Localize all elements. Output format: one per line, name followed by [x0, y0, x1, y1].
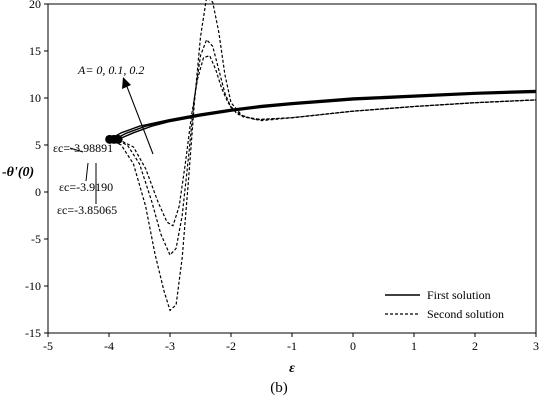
x-tick-label: -2: [226, 339, 236, 353]
critical-pointer-1: [69, 147, 84, 153]
x-tick-label: -5: [43, 339, 53, 353]
x-tick-label: -3: [165, 339, 175, 353]
y-axis-title: -θ'(0): [2, 165, 34, 180]
plot-frame: [47, 3, 537, 334]
second-solution-line-3: [109, 0, 537, 311]
critical-point-3: [113, 134, 123, 144]
y-tick-label: 0: [35, 185, 41, 199]
series-layer: [109, 0, 537, 311]
y-tick-label: -10: [25, 279, 41, 293]
x-tick-label: -4: [104, 339, 114, 353]
annotations: A= 0, 0.1, 0.2 εc=-3.98891 εc=-3.9190 εc…: [53, 63, 154, 217]
x-tick-label: 3: [533, 339, 539, 353]
annotation-a-arrow: [125, 83, 154, 155]
critical-label-2: εc=-3.9190: [59, 180, 113, 194]
y-tick-label: -15: [25, 326, 41, 340]
legend-label-second: Second solution: [427, 307, 504, 321]
x-tick-label: 1: [411, 339, 417, 353]
first-solution-line-1: [113, 90, 537, 141]
x-tick-label: 2: [472, 339, 478, 353]
y-tick-label: -5: [31, 232, 41, 246]
x-axis-title: ε: [289, 361, 295, 376]
annotation-a-values: A= 0, 0.1, 0.2: [77, 63, 144, 77]
figure-caption: (b): [270, 380, 288, 396]
critical-label-3: εc=-3.85065: [57, 203, 117, 217]
legend: First solution Second solution: [385, 288, 504, 321]
x-tick-label: -1: [287, 339, 297, 353]
y-tick-label: 15: [29, 44, 41, 58]
legend-label-first: First solution: [427, 288, 491, 302]
y-tick-label: 20: [29, 0, 41, 11]
critical-points: [105, 134, 123, 144]
second-solution-line-4: [113, 39, 537, 256]
first-solution-line-0: [109, 89, 537, 141]
annotation-a-arrowhead: [122, 77, 131, 89]
first-solution-line-2: [117, 91, 537, 141]
critical-pointer-2: [85, 162, 89, 182]
second-solution-line-5: [117, 55, 537, 227]
critical-label-1: εc=-3.98891: [53, 141, 113, 155]
y-tick-label: 5: [35, 138, 41, 152]
x-tick-label: 0: [350, 339, 356, 353]
y-tick-label: 10: [29, 91, 41, 105]
